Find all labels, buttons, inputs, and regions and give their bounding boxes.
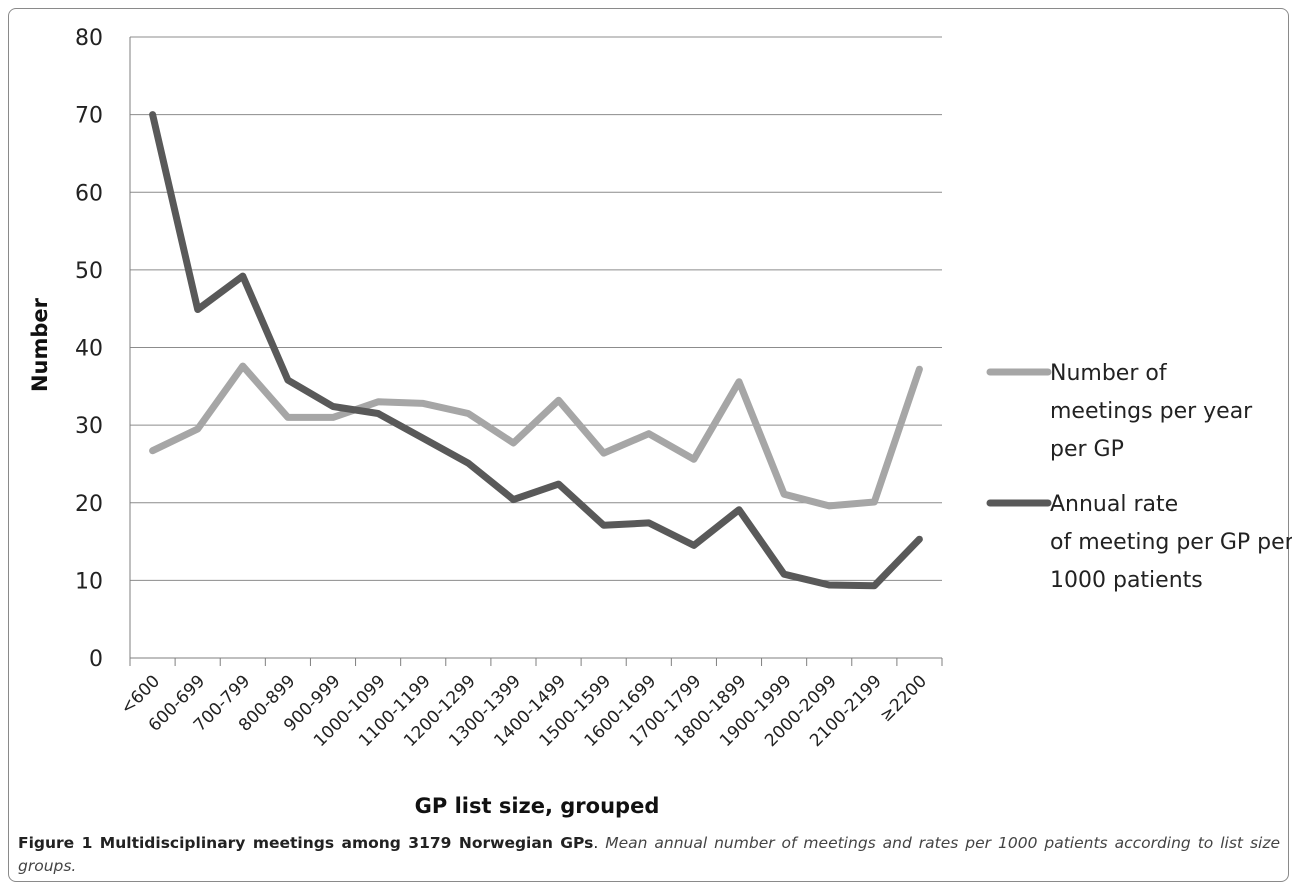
y-tick-label: 40 [75,337,103,362]
y-axis-title: Number [28,297,52,392]
y-tick-label: 50 [75,259,103,284]
series-line-1 [149,362,923,510]
y-tick-label: 70 [75,104,103,129]
y-tick-label: 60 [75,181,103,206]
gridlines [129,36,943,666]
legend-label-line: Number of [1050,361,1168,386]
legend: Number of meetings per year per GP Annual r… [986,361,1292,593]
figure-caption: Figure 1 Multidisciplinary meetings amon… [18,832,1280,878]
legend-label-line: Annual rate [1050,492,1178,517]
figure-frame [8,8,1289,882]
y-tick-label: 80 [75,26,103,51]
series-line-2 [149,111,923,590]
x-tick-label: ≥2200 [876,671,931,726]
y-tick-label: 0 [89,647,103,672]
caption-separator: . [593,834,606,852]
caption-description: Mean annual number of meetings and rates… [18,834,1281,875]
legend-label-2: Annual rate of meeting per GP per 1000 pat… [1050,492,1292,593]
x-tick-labels: <600600-699700-799800-899900-9991000-109… [117,671,931,751]
legend-label-line: 1000 patients [1050,568,1203,593]
y-tick-labels: 0 10 20 30 40 50 60 70 80 [75,26,103,672]
y-tick-label: 30 [75,414,103,439]
caption-title: Figure 1 Multidisciplinary meetings amon… [18,834,594,852]
legend-label-line: of meeting per GP per [1050,530,1292,555]
y-tick-label: 20 [75,492,103,517]
series-lines [149,111,923,590]
legend-label-line: per GP [1050,437,1124,462]
y-tick-label: 10 [75,569,103,594]
legend-label-1: Number of meetings per year per GP [1050,361,1253,462]
x-axis-title: GP list size, grouped [415,794,660,818]
legend-label-line: meetings per year [1050,399,1253,424]
line-chart: 0 10 20 30 40 50 60 70 80 <600600-699700-799800-… [28,26,1292,818]
